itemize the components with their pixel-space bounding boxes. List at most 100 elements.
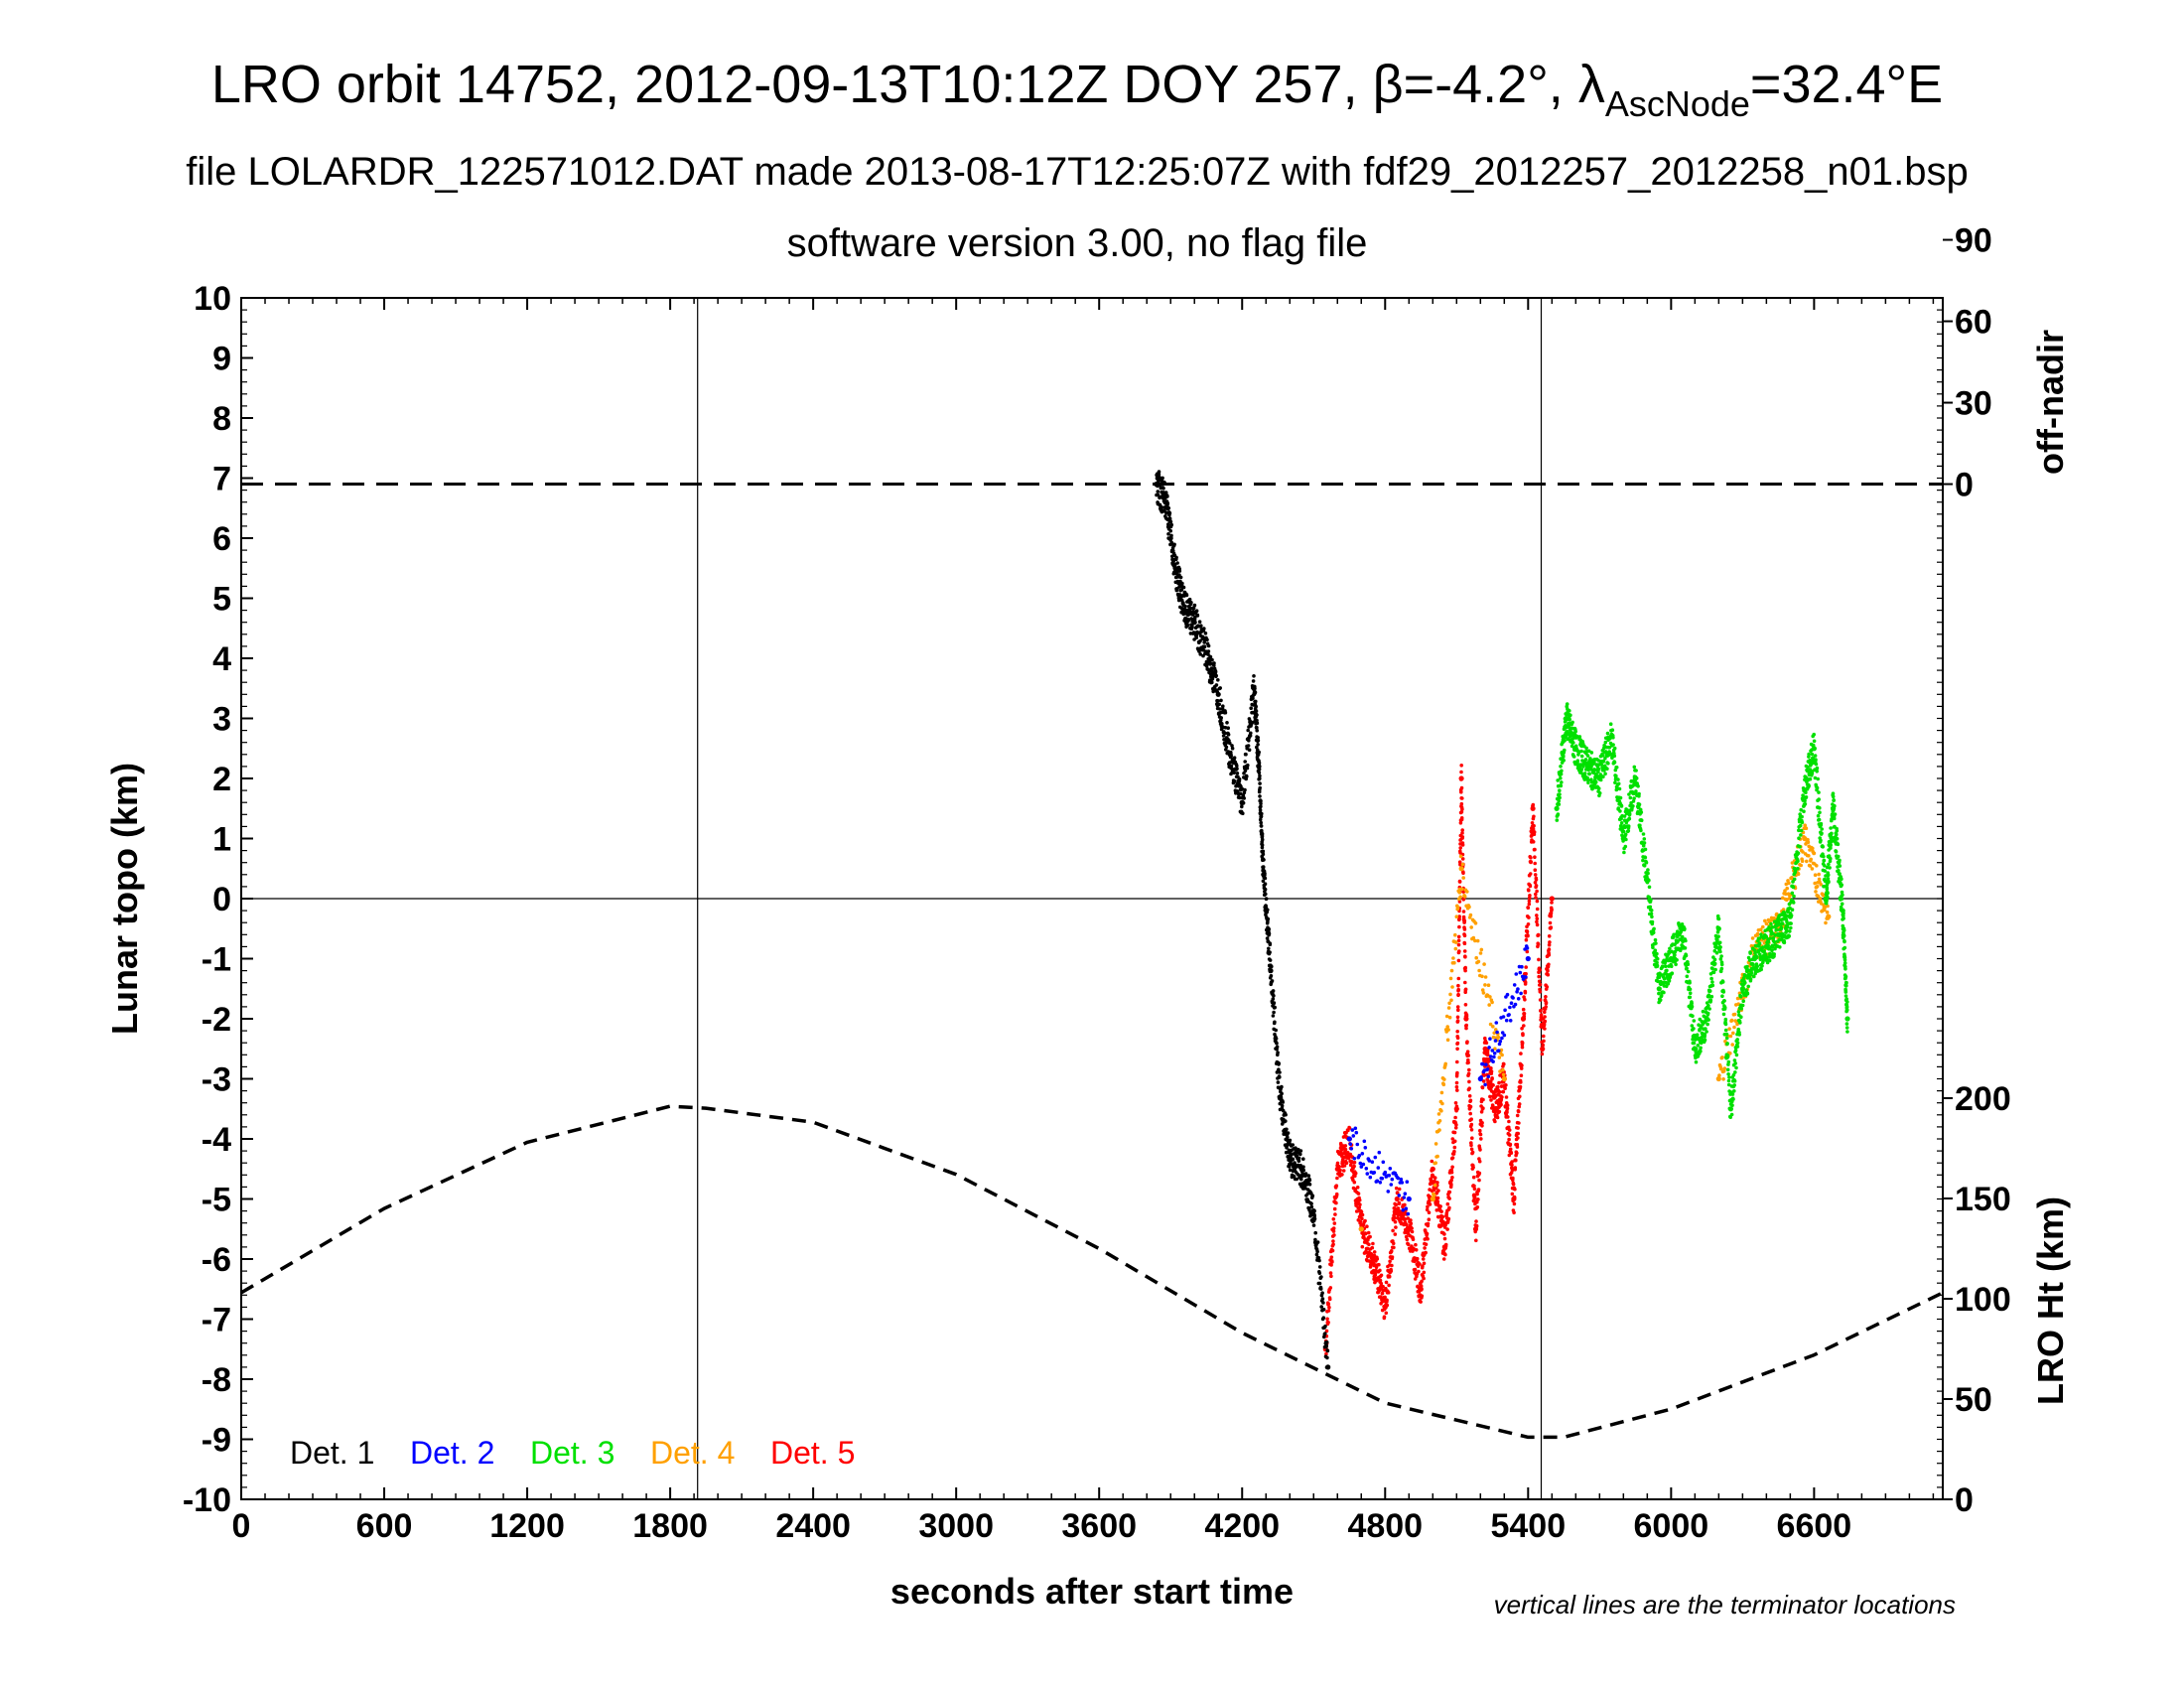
series-trace-point [1354, 1130, 1359, 1135]
series-trace-point [1468, 1111, 1472, 1116]
series-trace-point [1766, 940, 1771, 944]
series-trace-point [1272, 1001, 1277, 1005]
series-trace-point [1490, 1049, 1495, 1053]
series-trace-point [1325, 1348, 1330, 1353]
series-trace-point [1796, 851, 1801, 856]
series-trace-point [1488, 1094, 1492, 1099]
series-trace-point [1632, 765, 1637, 770]
series-trace-point [1531, 802, 1536, 807]
series-trace-point [1672, 932, 1676, 937]
series-trace-point [1738, 994, 1743, 999]
series-trace-point [1556, 812, 1561, 816]
series-trace-point [1198, 652, 1202, 656]
series-trace-point [1449, 1178, 1453, 1183]
series-trace-point [1255, 721, 1260, 725]
series-trace-point [1437, 1128, 1441, 1132]
series-trace-point [1750, 936, 1755, 940]
series-trace-point [1543, 1027, 1547, 1031]
series-trace-point [1458, 895, 1462, 900]
series-trace-point [1378, 1268, 1382, 1273]
series-trace-point [1386, 1190, 1391, 1194]
series-trace-point [1546, 969, 1550, 973]
series-trace-point [1449, 1183, 1453, 1187]
series-trace-point [1324, 1329, 1329, 1334]
series-trace-point [1366, 1230, 1371, 1235]
series-trace-point [1332, 1206, 1337, 1211]
series-point [1458, 866, 1464, 872]
series-trace-point [1823, 869, 1827, 873]
series-trace-point [1482, 1073, 1486, 1077]
series-point [1430, 1196, 1435, 1202]
series-trace-point [1799, 807, 1803, 812]
series-trace-point [1603, 772, 1607, 776]
series-trace-point [1277, 1061, 1281, 1065]
series-trace-point [1487, 1046, 1491, 1050]
series-trace-point [1417, 1269, 1421, 1274]
series-trace-point [1230, 744, 1234, 748]
series-trace-point [1454, 940, 1458, 944]
series-trace-point [1656, 979, 1660, 983]
series-trace-point [1666, 982, 1671, 986]
series-trace-point [1801, 793, 1805, 797]
series-trace-point [1641, 858, 1645, 863]
series-trace-point [1477, 1171, 1482, 1176]
series-trace-point [1295, 1177, 1298, 1182]
series-trace-point [1475, 938, 1480, 943]
series-trace-point [1746, 984, 1750, 989]
series-trace-point [1174, 555, 1178, 560]
series-trace-point [1230, 746, 1235, 751]
series-trace-point [1250, 720, 1255, 725]
series-trace-point [1653, 937, 1658, 942]
series-trace-point [1639, 828, 1643, 833]
series-trace-point [1788, 929, 1792, 933]
series-trace-point [1606, 762, 1610, 766]
series-trace-point [1258, 776, 1262, 780]
series-trace-point [1445, 1025, 1449, 1029]
series-trace-point [1352, 1160, 1357, 1165]
series-trace-point [1527, 915, 1531, 919]
y-tick-label: 6 [212, 520, 231, 558]
series-trace-point [1768, 936, 1773, 940]
series-trace-point [1464, 1026, 1468, 1031]
series-trace-point [1401, 1207, 1406, 1212]
series-trace-point [1842, 911, 1845, 915]
series-trace-point [1563, 748, 1567, 753]
series-trace-point [1477, 968, 1481, 973]
series-trace-point [1735, 1045, 1740, 1049]
series-trace-point [1465, 890, 1469, 894]
series-trace-point [1705, 1030, 1708, 1034]
series-trace-point [1247, 739, 1251, 743]
series-point [1530, 805, 1536, 811]
series-trace-point [1843, 945, 1847, 950]
series-trace-point [1683, 946, 1688, 950]
series-trace-point [1739, 1015, 1743, 1019]
series-trace-point [1536, 942, 1541, 946]
series-trace-point [1726, 1078, 1731, 1083]
series-trace-point [1384, 1280, 1389, 1285]
series-trace-point [1375, 1257, 1380, 1261]
series-trace-point [1210, 677, 1215, 681]
series-trace-point [1497, 1055, 1502, 1059]
series-trace-point [1213, 669, 1218, 674]
series-trace-point [1331, 1217, 1336, 1221]
series-trace-point [1355, 1142, 1360, 1147]
series-trace-point [1616, 806, 1621, 810]
series-trace-point [1649, 912, 1654, 916]
series-trace-point [1193, 615, 1197, 620]
series-trace-point [1462, 895, 1467, 899]
series-trace-point [1810, 752, 1815, 757]
series-trace-point [1208, 654, 1213, 659]
series-trace-point [1511, 1176, 1515, 1181]
series-trace-point [1260, 832, 1265, 836]
series-3 [1554, 702, 1850, 1119]
offnadir-tick-label: 90 [1955, 222, 1992, 260]
series-trace-point [1382, 1315, 1387, 1319]
series-trace-point [1512, 983, 1517, 987]
series-trace-point [1312, 1216, 1317, 1221]
series-trace-point [1525, 946, 1530, 950]
series-trace-point [1842, 916, 1845, 920]
series-trace-point [1539, 1009, 1543, 1013]
series-trace-point [1455, 1088, 1459, 1092]
series-trace-point [1232, 778, 1237, 783]
series-trace-point [1446, 1028, 1450, 1032]
